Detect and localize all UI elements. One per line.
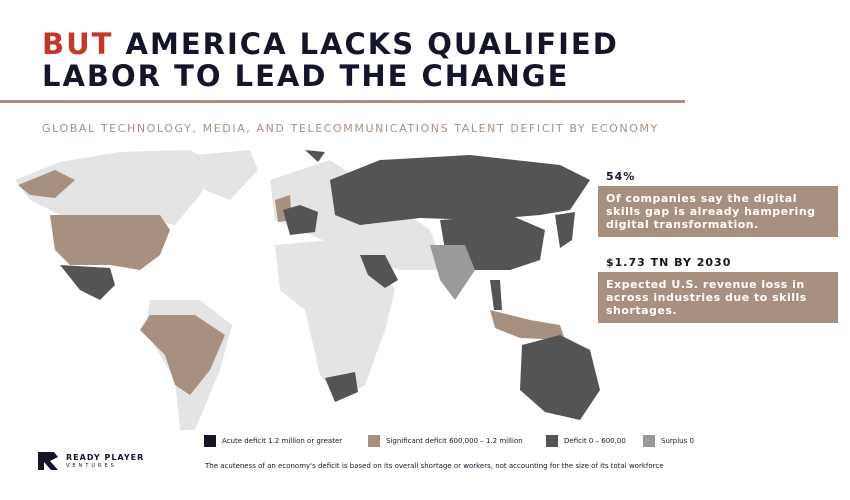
title-line: BUT AMERICA LACKS QUALIFIED [42, 28, 619, 60]
north-america [15, 150, 215, 225]
logo-tagline: VENTURES [66, 463, 117, 469]
title-line: LABOR TO LEAD THE CHANGE [42, 59, 570, 93]
stat-box: Expected U.S. revenue loss in across ind… [598, 272, 838, 323]
usa [50, 215, 170, 270]
subtitle: GLOBAL TECHNOLOGY, MEDIA, AND TELECOMMUN… [42, 122, 659, 135]
title-text: AMERICA LACKS QUALIFIED [125, 27, 619, 61]
legend-label: Deficit 0 – 600,00 [564, 437, 626, 445]
divider [0, 100, 685, 103]
saudi-arabia [360, 255, 398, 288]
logo-mark [38, 452, 58, 470]
legend-label: Acute deficit 1.2 million or greater [222, 437, 343, 445]
australia [520, 335, 600, 420]
logo-name: READY PLAYER [66, 453, 145, 462]
legend-label: Surplus 0 [661, 437, 694, 445]
mexico [60, 265, 115, 300]
southeast-asia [490, 310, 565, 340]
thailand [490, 280, 502, 310]
alaska [18, 170, 75, 198]
stat-box: Of companies say the digital skills gap … [598, 186, 838, 237]
footnote: The acuteness of an economy's deficit is… [205, 462, 664, 470]
legend-item: Surplus 0 [643, 435, 694, 447]
stat-headline: 54% [606, 170, 636, 183]
world-map [15, 150, 600, 430]
legend-item: Acute deficit 1.2 million or greater [204, 435, 342, 447]
legend-item: Deficit 0 – 600,00 [546, 435, 626, 447]
title-highlight: BUT [42, 27, 114, 61]
legend-item: Significant deficit 600,000 – 1.2 millio… [368, 435, 523, 447]
legend-swatch [643, 435, 655, 447]
japan [555, 212, 575, 248]
africa [275, 240, 395, 398]
brazil [140, 315, 225, 395]
south-africa [325, 372, 358, 402]
russia [330, 155, 590, 225]
legend-swatch [546, 435, 558, 447]
stat-headline: $1.73 TN BY 2030 [606, 256, 732, 269]
greenland [195, 150, 258, 200]
legend-label: Significant deficit 600,000 – 1.2 millio… [386, 437, 523, 445]
scandinavia [305, 150, 325, 162]
west-europe [283, 205, 318, 235]
legend-swatch [204, 435, 216, 447]
legend-swatch [368, 435, 380, 447]
india [430, 245, 475, 300]
